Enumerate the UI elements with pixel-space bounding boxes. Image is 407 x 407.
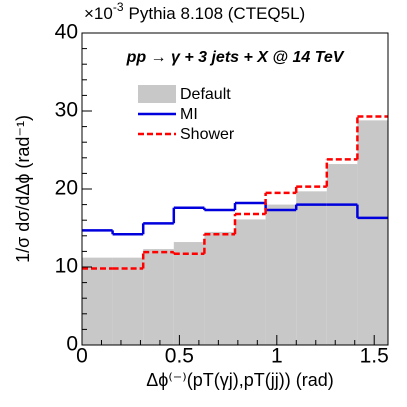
y-tick-label: 10 xyxy=(55,255,78,278)
annotation: pp → γ + 3 jets + X @ 14 TeV xyxy=(126,49,345,66)
multiplier: ×10 xyxy=(84,4,113,23)
legend-label: Default xyxy=(180,86,231,103)
y-tick-label: 30 xyxy=(55,99,78,122)
bar xyxy=(235,219,266,345)
y-tick-label: 40 xyxy=(55,21,78,44)
legend-label: MI xyxy=(180,106,198,123)
bar xyxy=(326,164,358,345)
exponent: -3 xyxy=(113,0,124,14)
bar xyxy=(143,249,174,345)
title: Pythia 8.108 (CTEQ5L) xyxy=(129,4,306,23)
x-tick-label: 1 xyxy=(271,345,283,368)
bar xyxy=(204,231,235,345)
y-tick-label: 20 xyxy=(55,177,78,200)
bar xyxy=(357,120,388,345)
legend-swatch xyxy=(138,85,176,103)
y-axis-label: 1/σ dσ/dΔϕ (rad⁻¹) xyxy=(13,115,33,263)
x-tick-label: 0 xyxy=(76,345,88,368)
bar xyxy=(265,204,297,345)
chart-title: ×10-3 Pythia 8.108 (CTEQ5L) xyxy=(84,0,305,23)
x-axis-label: Δϕ⁽⁻⁾(pT(γj),pT(jj)) (rad) xyxy=(146,370,333,390)
bar xyxy=(82,257,113,345)
legend-label: Shower xyxy=(180,126,235,143)
plot-area xyxy=(82,115,388,345)
y-tick-label: 0 xyxy=(66,333,78,356)
x-tick-label: 1.5 xyxy=(360,345,389,368)
bar xyxy=(112,257,144,345)
x-tick-label: 0.5 xyxy=(165,345,194,368)
bar xyxy=(296,191,327,345)
bar xyxy=(173,242,205,345)
